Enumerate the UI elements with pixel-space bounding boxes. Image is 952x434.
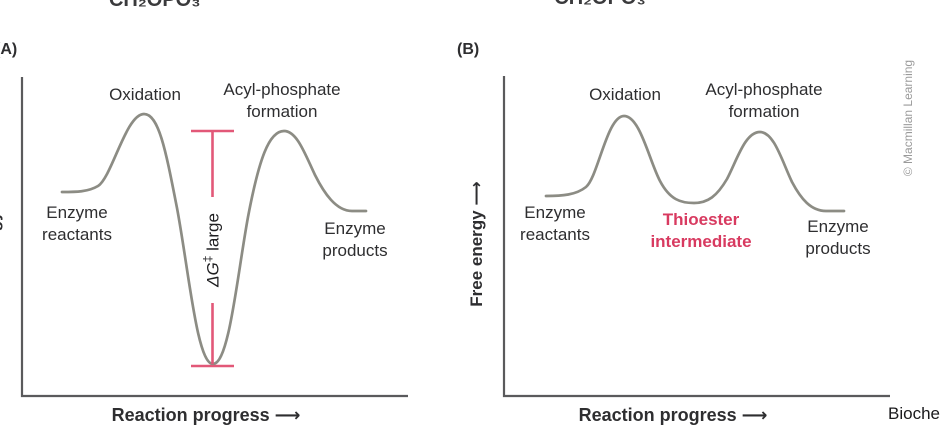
panel-a-x-axis-label: Reaction progress ⟶ <box>111 405 301 425</box>
panel-b-formula: CH₂OPO₃ <box>554 0 645 10</box>
panel-a-y-axis-label: Free energy ⟶ <box>0 182 3 308</box>
panel-a-letter: (A) <box>0 41 18 58</box>
panel-b-products-label: Enzyme products <box>805 217 871 258</box>
panel-b-oxidation-label: Oxidation <box>589 85 661 104</box>
panel-b-energy-curve <box>544 114 846 213</box>
corner-caption: Bioche <box>888 404 940 423</box>
panel-a-formula: CH₂OPO₃⁻ <box>108 0 212 11</box>
panel-b-acyl-phosphate-label: Acyl-phosphate formation <box>705 80 823 121</box>
panel-a-oxidation-label: Oxidation <box>109 85 181 104</box>
double-dagger: ‡ <box>200 255 215 263</box>
panel-b-x-axis-label: Reaction progress ⟶ <box>578 405 768 425</box>
macmillan-credit: © Macmillan Learning <box>901 59 915 177</box>
panel-b-y-axis-label: Free energy ⟶ <box>467 181 486 307</box>
delta-g-symbol: ΔG <box>203 262 223 287</box>
panel-a-acyl-phosphate-label: Acyl-phosphate formation <box>223 80 341 121</box>
panel-a-reactants-label: Enzyme reactants <box>42 203 112 244</box>
panel-b-reactants-label: Enzyme reactants <box>520 203 590 244</box>
delta-g-word: large <box>203 213 223 256</box>
panel-b-letter: (B) <box>457 41 480 58</box>
panel-b-axes <box>502 76 890 398</box>
panel-a-products-label: Enzyme products <box>322 219 388 260</box>
thioester-intermediate-label: Thioester intermediate <box>650 210 752 251</box>
delta-g-label: ΔG‡ large <box>201 213 224 287</box>
panel-a-axes <box>20 77 408 398</box>
